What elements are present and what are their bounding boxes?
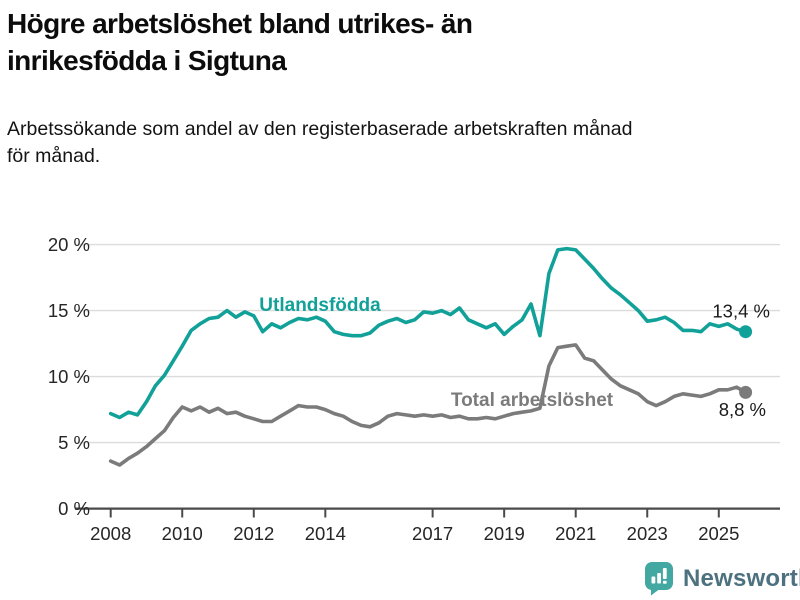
end-value-label-total: 8,8 % xyxy=(719,399,766,420)
x-tick-label: 2021 xyxy=(555,523,596,544)
exclamation-bar xyxy=(662,568,667,579)
endpoint-utlandsfodda xyxy=(739,325,753,339)
y-tick-label: 0 % xyxy=(58,498,90,519)
exclamation-dot xyxy=(662,580,667,584)
x-tick-label: 2010 xyxy=(162,523,203,544)
series-label-total: Total arbetslöshet xyxy=(451,390,614,411)
x-tick-label: 2014 xyxy=(305,523,346,544)
y-tick-label: 20 % xyxy=(48,234,90,255)
x-tick-label: 2025 xyxy=(698,523,739,544)
bar-small xyxy=(651,576,656,584)
series-label-utlandsfodda: Utlandsfödda xyxy=(259,295,381,316)
x-tick-label: 2023 xyxy=(627,523,668,544)
y-tick-label: 5 % xyxy=(58,432,90,453)
y-tick-label: 10 % xyxy=(48,366,90,387)
endpoint-total xyxy=(739,385,753,399)
page-subtitle: Arbetssökande som andel av den registerb… xyxy=(7,118,633,167)
line-utlandsfodda xyxy=(108,246,748,420)
grid-and-y-axis: 0 % 5 % 10 % 15 % 20 % xyxy=(48,234,780,519)
page-title: Högre arbetslöshet bland utrikes- än inr… xyxy=(7,8,473,76)
x-axis-ticks: 2008 2010 2012 2014 2017 2019 2021 2023 2025 xyxy=(90,509,739,544)
x-tick-label: 2012 xyxy=(233,523,274,544)
end-value-label-utlandsfodda: 13,4 % xyxy=(712,301,770,322)
x-tick-label: 2019 xyxy=(484,523,525,544)
newsworthy-icon xyxy=(645,562,673,596)
newsworthy-logo: Newsworthy xyxy=(644,561,800,596)
bar-medium xyxy=(657,573,661,584)
line-total-arbetsloshet xyxy=(108,343,748,467)
y-tick-label: 15 % xyxy=(48,300,90,321)
x-tick-label: 2008 xyxy=(90,523,131,544)
newsworthy-wordmark: Newsworthy xyxy=(683,564,800,592)
x-tick-label: 2017 xyxy=(412,523,453,544)
